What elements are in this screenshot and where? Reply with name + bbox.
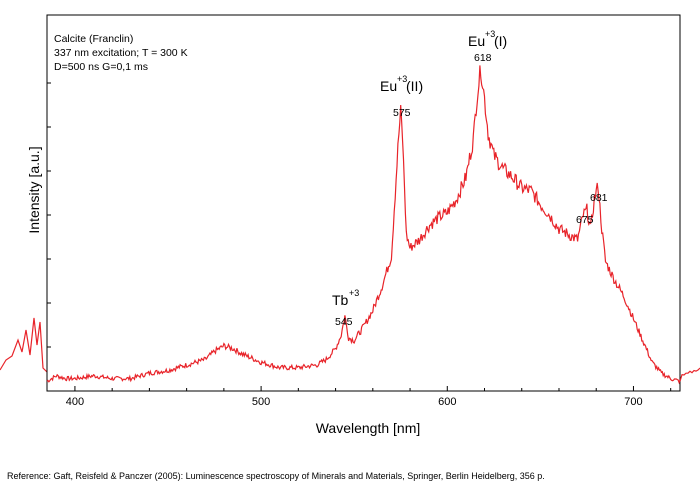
ann-peak-575: 575 xyxy=(393,107,411,119)
x-tick-label: 700 xyxy=(624,396,642,408)
ann-suffix-eu-ii: (II) xyxy=(406,78,423,94)
y-axis-ticks xyxy=(47,82,51,348)
excitation-region-trace xyxy=(0,317,48,373)
ann-species-eu-ii: Eu xyxy=(380,78,397,94)
plot-frame xyxy=(46,14,681,392)
spectrum-tail-right xyxy=(679,367,700,382)
ann-species-tb: Tb xyxy=(332,292,349,308)
x-axis-ticks: 400 500 600 700 xyxy=(66,386,672,408)
annotation-eu-i-618: Eu +3 (I) 618 xyxy=(468,29,507,64)
ann-species-eu-i: Eu xyxy=(468,33,485,49)
ann-peak-675: 675 xyxy=(576,214,594,226)
ann-peak-545: 545 xyxy=(335,316,353,328)
x-tick-label: 600 xyxy=(438,396,456,408)
ann-peak-618: 618 xyxy=(474,52,492,64)
ann-charge-tb: +3 xyxy=(349,288,359,298)
spectrum-line xyxy=(46,65,681,385)
annotation-eu-ii-575: Eu +3 (II) 575 xyxy=(380,74,423,119)
ann-suffix-eu-i: (I) xyxy=(494,33,507,49)
info-line-1: Calcite (Franclin) xyxy=(54,33,133,45)
y-axis-title: Intensity [a.u.] xyxy=(26,146,42,233)
x-tick-label: 500 xyxy=(252,396,270,408)
reference-text: Reference: Gaft, Reisfeld & Panczer (200… xyxy=(7,471,545,481)
excitation-region-line xyxy=(0,317,48,373)
ann-peak-681: 681 xyxy=(590,192,608,204)
svg-text:Tb: Tb xyxy=(332,292,349,308)
x-tick-label: 400 xyxy=(66,396,84,408)
info-line-3: D=500 ns G=0,1 ms xyxy=(54,61,148,73)
x-axis-title: Wavelength [nm] xyxy=(316,420,421,436)
annotation-tb-545: Tb +3 545 xyxy=(332,288,359,328)
ann-charge-eu-i: +3 xyxy=(485,29,495,39)
ann-charge-eu-ii: +3 xyxy=(397,74,407,84)
info-line-2: 337 nm excitation; T = 300 K xyxy=(54,47,188,59)
